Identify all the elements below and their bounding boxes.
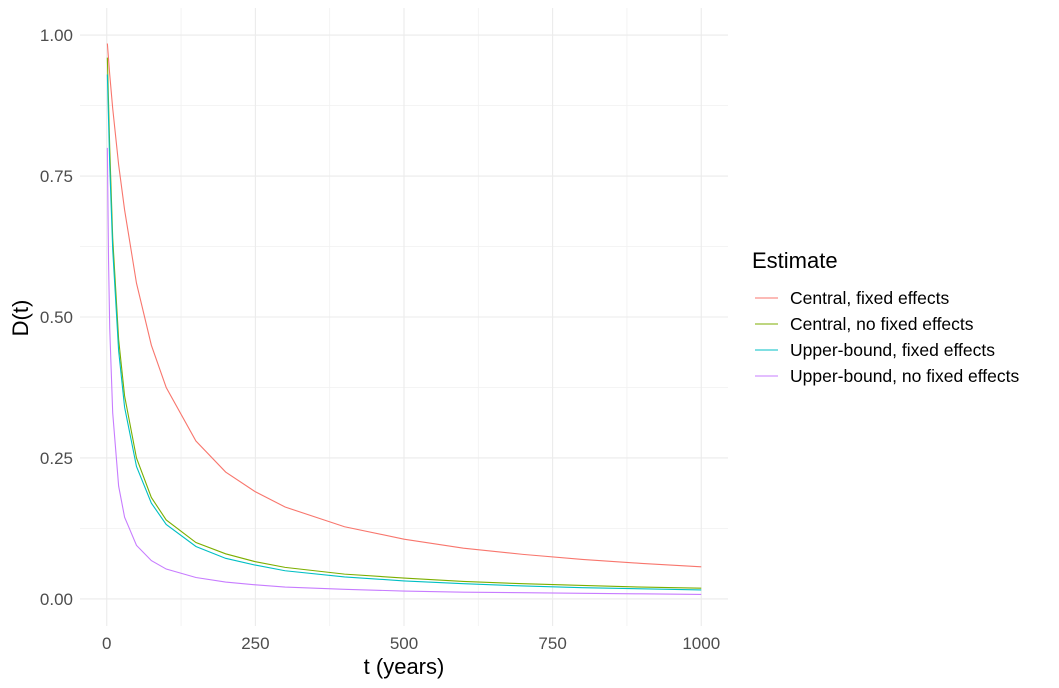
y-axis-title: D(t) (8, 300, 33, 337)
x-tick-label: 250 (241, 634, 269, 653)
legend-label: Central, no fixed effects (790, 314, 974, 334)
legend: Estimate Central, fixed effectsCentral, … (752, 248, 1020, 386)
legend-label: Central, fixed effects (790, 288, 949, 308)
x-tick-label: 500 (390, 634, 418, 653)
legend-title: Estimate (752, 248, 838, 273)
x-axis-ticks: 0 250 500 750 1000 (102, 634, 720, 653)
y-tick-label: 0.25 (40, 449, 73, 468)
y-tick-label: 0.75 (40, 167, 73, 186)
y-axis-ticks: 0.00 0.25 0.50 0.75 1.00 (40, 26, 73, 609)
legend-label: Upper-bound, fixed effects (790, 340, 995, 360)
legend-items: Central, fixed effects Central, no fixed … (755, 288, 1020, 386)
series-line-1 (106, 43, 702, 568)
series-line-4 (106, 147, 702, 595)
x-tick-label: 750 (538, 634, 566, 653)
x-tick-label: 1000 (682, 634, 720, 653)
legend-label: Upper-bound, no fixed effects (790, 366, 1020, 386)
series-lines (106, 43, 702, 595)
series-line-2 (106, 57, 702, 589)
grid-major (80, 8, 728, 626)
y-tick-label: 1.00 (40, 26, 73, 45)
y-tick-label: 0.50 (40, 308, 73, 327)
x-axis-title: t (years) (364, 654, 445, 679)
y-tick-label: 0.00 (40, 590, 73, 609)
x-tick-label: 0 (102, 634, 111, 653)
series-line-3 (106, 74, 702, 591)
